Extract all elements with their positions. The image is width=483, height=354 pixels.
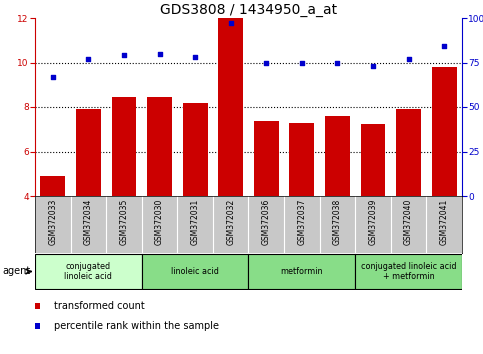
Bar <box>142 254 248 289</box>
Text: GSM372032: GSM372032 <box>226 199 235 245</box>
Bar <box>112 97 136 285</box>
Text: GSM372040: GSM372040 <box>404 199 413 245</box>
Point <box>227 21 235 26</box>
Text: agent: agent <box>2 267 30 276</box>
Point <box>334 60 341 65</box>
Text: GSM372038: GSM372038 <box>333 199 342 245</box>
Bar <box>254 121 279 285</box>
Bar <box>361 124 385 285</box>
Point <box>49 74 57 80</box>
Text: GSM372037: GSM372037 <box>298 199 306 245</box>
Bar <box>432 67 456 285</box>
Text: linoleic acid: linoleic acid <box>171 267 219 276</box>
Point <box>120 52 128 58</box>
Bar <box>147 97 172 285</box>
Point <box>85 56 92 62</box>
Text: metformin: metformin <box>281 267 323 276</box>
Bar <box>355 254 462 289</box>
Text: GSM372031: GSM372031 <box>191 199 199 245</box>
Point <box>405 56 412 62</box>
Bar <box>183 103 208 285</box>
Text: GSM372033: GSM372033 <box>48 199 57 245</box>
Bar <box>325 116 350 285</box>
Bar <box>396 109 421 285</box>
Text: GSM372041: GSM372041 <box>440 199 449 245</box>
Text: GSM372035: GSM372035 <box>119 199 128 245</box>
Text: GSM372039: GSM372039 <box>369 199 378 245</box>
Bar <box>41 176 65 285</box>
Bar <box>218 18 243 285</box>
Point <box>191 54 199 60</box>
Text: GSM372036: GSM372036 <box>262 199 271 245</box>
Text: percentile rank within the sample: percentile rank within the sample <box>54 321 219 331</box>
Text: transformed count: transformed count <box>54 301 145 311</box>
Text: conjugated
linoleic acid: conjugated linoleic acid <box>64 262 113 281</box>
Bar <box>76 109 101 285</box>
Bar <box>289 122 314 285</box>
Point <box>298 60 306 65</box>
Text: GSM372034: GSM372034 <box>84 199 93 245</box>
Text: GSM372030: GSM372030 <box>155 199 164 245</box>
Text: conjugated linoleic acid
+ metformin: conjugated linoleic acid + metformin <box>361 262 456 281</box>
Point <box>262 60 270 65</box>
Bar <box>248 254 355 289</box>
Bar <box>35 254 142 289</box>
Point <box>369 63 377 69</box>
Point <box>156 51 163 56</box>
Title: GDS3808 / 1434950_a_at: GDS3808 / 1434950_a_at <box>160 3 337 17</box>
Point <box>440 44 448 49</box>
